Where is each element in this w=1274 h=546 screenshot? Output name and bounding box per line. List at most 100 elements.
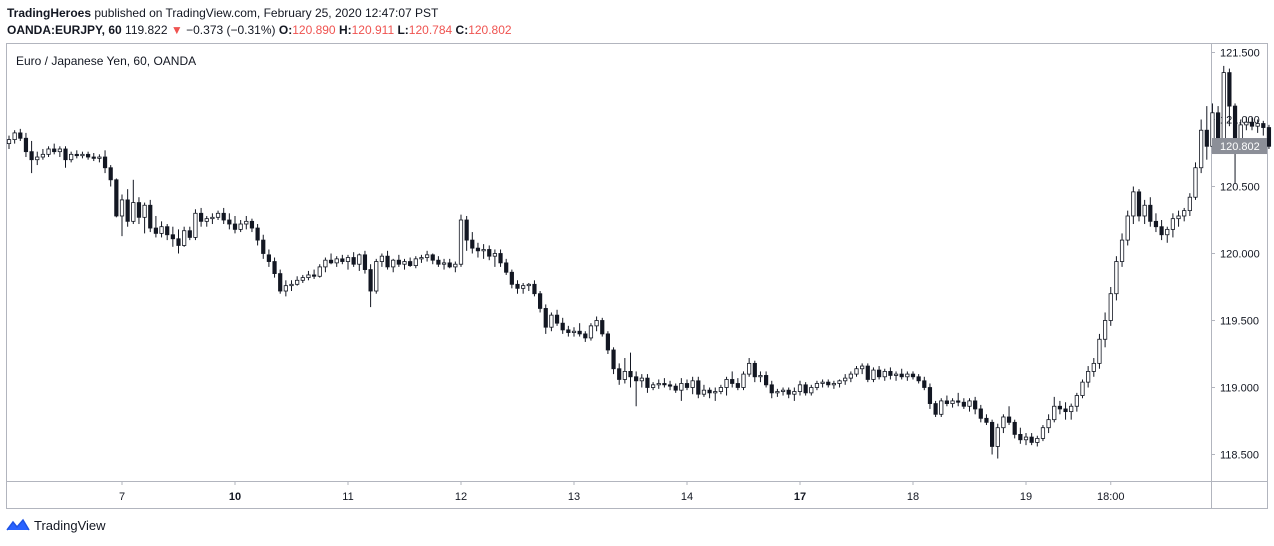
candle-body-down (340, 258, 345, 262)
candle-body-up (35, 156, 40, 161)
candle-body-down (368, 269, 373, 292)
last-price-tag (1212, 138, 1267, 155)
candle-body-up (300, 277, 305, 281)
candle-body-down (136, 202, 142, 218)
candle-body-up (701, 389, 707, 395)
candle-body-down (487, 249, 492, 257)
candle-body-up (142, 204, 147, 218)
candle-body-up (97, 156, 102, 159)
candle-body-down (114, 179, 119, 217)
last-price-label: 120.802 (1220, 141, 1260, 153)
x-tick-label: 7 (119, 491, 125, 503)
candle-body-up (741, 373, 746, 388)
candle-body-down (515, 283, 520, 289)
candle-body-up (323, 259, 328, 268)
candle-body-down (165, 226, 170, 236)
candle-body-up (1221, 72, 1226, 145)
candle-body-up (204, 218, 209, 222)
candle-body-up (492, 253, 498, 257)
candle-body-up (306, 274, 311, 279)
candle-body-up (690, 380, 695, 388)
candle-body-up (893, 373, 899, 376)
candle-body-up (1040, 427, 1046, 439)
candle-body-up (1142, 204, 1147, 217)
low-value: 120.784 (408, 23, 453, 37)
candle-body-up (283, 285, 288, 292)
candle-body-up (6, 139, 12, 145)
candle-body-up (80, 153, 85, 157)
candle-body-up (860, 365, 865, 370)
candle-body-down (1227, 72, 1232, 107)
candle-body-down (634, 376, 639, 382)
x-tick-label: 18:00 (1097, 491, 1125, 503)
footer-brand[interactable]: TradingView (6, 518, 106, 535)
published-text: published on TradingView.com, February 2… (94, 6, 439, 20)
candle-body-down (1148, 204, 1153, 222)
high-value: 120.911 (351, 23, 395, 37)
candle-body-down (1261, 123, 1266, 128)
candle-body-down (311, 274, 317, 277)
last-price: 119.822 (125, 23, 168, 37)
candle-body-down (509, 271, 514, 285)
candle-body-up (1199, 129, 1204, 169)
candle-body-up (357, 254, 362, 265)
candle-body-down (877, 369, 882, 378)
symbol-name: OANDA:EURJPY, 60 (7, 23, 122, 37)
candle-body-up (871, 369, 876, 380)
candle-body-down (1029, 436, 1034, 443)
candle-body-down (577, 330, 582, 335)
candle-body-down (396, 259, 401, 265)
candle-body-down (984, 417, 989, 423)
candle-body-down (1136, 191, 1142, 217)
candle-body-up (549, 314, 554, 328)
candle-body-down (198, 212, 204, 222)
candle-body-down (249, 220, 255, 229)
candle-body-down (978, 408, 983, 419)
candle-body-up (843, 377, 848, 382)
candle-body-up (950, 400, 955, 404)
y-tick-label: 119.000 (1220, 383, 1259, 395)
candle-body-up (718, 387, 724, 392)
candle-body-up (1170, 218, 1175, 230)
candle-body-down (74, 153, 79, 157)
candle-body-down (1249, 121, 1255, 127)
candle-body-up (119, 199, 125, 217)
candle-body-down (1006, 416, 1012, 423)
candle-body-down (927, 387, 933, 404)
candle-body-down (707, 389, 712, 394)
candle-body-up (905, 373, 910, 378)
candle-body-down (554, 314, 560, 324)
x-tick-label: 18 (907, 491, 919, 503)
candle-body-up (1193, 167, 1198, 198)
candle-body-up (882, 371, 887, 378)
candle-body-down (187, 230, 192, 238)
candle-body-down (504, 262, 509, 273)
candle-body-down (272, 261, 277, 275)
candle-body-up (854, 368, 859, 375)
candle-body-down (125, 199, 130, 222)
chart-frame[interactable] (6, 43, 1268, 509)
candle-body-up (831, 383, 837, 386)
candle-body-down (278, 273, 283, 292)
candle-body-down (52, 148, 57, 153)
candle-body-down (91, 156, 96, 159)
candle-body-up (379, 255, 385, 262)
candle-body-down (351, 257, 356, 265)
price-change: −0.373 (−0.31%) (186, 23, 276, 37)
candle-body-down (990, 421, 995, 447)
candle-body-down (764, 375, 769, 386)
candle-body-up (69, 153, 74, 161)
candle-body-up (413, 258, 418, 266)
y-tick-label: 121.500 (1220, 48, 1260, 60)
candle-body-down (543, 308, 548, 328)
y-tick-label: 120.000 (1220, 249, 1260, 261)
candle-body-up (713, 391, 718, 394)
candle-body-up (244, 220, 249, 225)
candle-body-up (458, 219, 464, 265)
candle-body-up (1114, 261, 1119, 295)
candle-body-down (23, 137, 29, 153)
candle-body-down (916, 376, 921, 382)
candle-body-up (1052, 405, 1057, 421)
candle-body-up (820, 381, 825, 384)
